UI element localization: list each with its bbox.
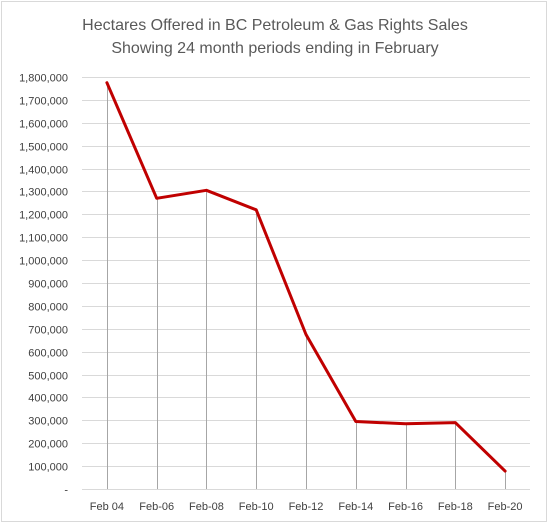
y-tick-label: 400,000	[28, 393, 68, 405]
y-tick-label: 100,000	[28, 462, 68, 474]
x-tick-label: Feb-20	[488, 501, 523, 513]
chart-title: Hectares Offered in BC Petroleum & Gas R…	[82, 17, 468, 34]
series-line	[105, 81, 507, 473]
x-tick-label: Feb-16	[388, 501, 423, 513]
y-tick-label: -	[64, 485, 68, 497]
x-tick-label: Feb 04	[90, 501, 124, 513]
drop-lines	[107, 82, 506, 489]
y-tick-label: 1,100,000	[19, 233, 68, 245]
y-tick-label: 200,000	[28, 439, 68, 451]
y-tick-label: 1,700,000	[19, 96, 68, 108]
y-tick-label: 600,000	[28, 348, 68, 360]
y-tick-label: 1,300,000	[19, 187, 68, 199]
y-tick-label: 1,000,000	[19, 256, 68, 268]
series-group	[105, 81, 507, 473]
y-tick-label: 900,000	[28, 279, 68, 291]
y-tick-label: 1,800,000	[19, 73, 68, 85]
x-tick-label: Feb-18	[438, 501, 473, 513]
y-tick-label: 1,600,000	[19, 119, 68, 131]
x-tick-label: Feb-06	[139, 501, 174, 513]
x-tick-label: Feb-10	[239, 501, 274, 513]
y-axis-labels: - 100,000 200,000 300,000 400,000 500,000 600,…	[19, 73, 68, 497]
x-tick-label: Feb-08	[189, 501, 224, 513]
y-tick-label: 800,000	[28, 302, 68, 314]
y-tick-label: 1,200,000	[19, 210, 68, 222]
y-tick-label: 1,400,000	[19, 165, 68, 177]
y-tick-label: 700,000	[28, 325, 68, 337]
x-tick-label: Feb-14	[338, 501, 373, 513]
y-tick-label: 500,000	[28, 371, 68, 383]
x-tick-label: Feb-12	[289, 501, 324, 513]
x-axis-labels: Feb 04 Feb-06 Feb-08 Feb-10 Feb-12 Feb-14 Feb-…	[90, 501, 523, 513]
y-tick-label: 300,000	[28, 416, 68, 428]
chart-subtitle: Showing 24 month periods ending in Febru…	[111, 40, 439, 57]
y-tick-label: 1,500,000	[19, 142, 68, 154]
